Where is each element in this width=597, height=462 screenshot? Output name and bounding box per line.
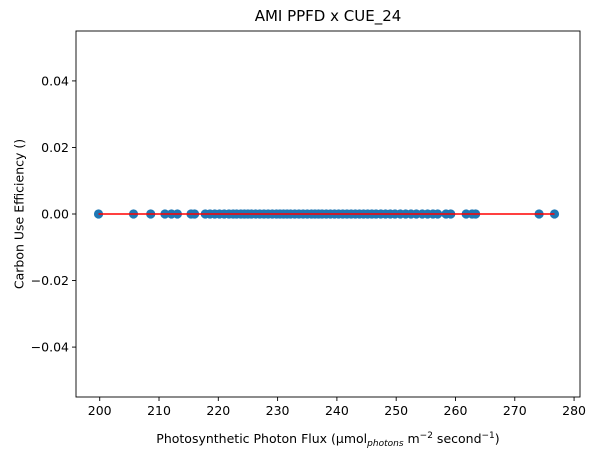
y-tick-label: −0.04 bbox=[31, 340, 69, 355]
y-tick-label: 0.00 bbox=[41, 207, 69, 222]
x-tick-label: 250 bbox=[384, 403, 408, 418]
x-tick-label: 200 bbox=[88, 403, 112, 418]
x-axis-label: Photosynthetic Photon Flux (µmolphotons … bbox=[156, 431, 499, 449]
y-axis-label: Carbon Use Efficiency () bbox=[12, 139, 27, 289]
x-axis-ticks: 200 210 220 230 240 250 260 270 280 bbox=[88, 397, 586, 418]
chart-title: AMI PPFD x CUE_24 bbox=[255, 7, 402, 26]
x-tick-label: 270 bbox=[503, 403, 527, 418]
x-tick-label: 240 bbox=[325, 403, 349, 418]
x-tick-label: 280 bbox=[562, 403, 586, 418]
y-tick-label: 0.02 bbox=[41, 140, 69, 155]
x-tick-label: 210 bbox=[147, 403, 171, 418]
x-tick-label: 260 bbox=[444, 403, 468, 418]
x-tick-label: 220 bbox=[206, 403, 230, 418]
y-tick-label: 0.04 bbox=[41, 73, 69, 88]
y-axis-ticks: −0.04 −0.02 0.00 0.02 0.04 bbox=[31, 73, 76, 355]
x-tick-label: 230 bbox=[266, 403, 290, 418]
y-tick-label: −0.02 bbox=[31, 273, 69, 288]
